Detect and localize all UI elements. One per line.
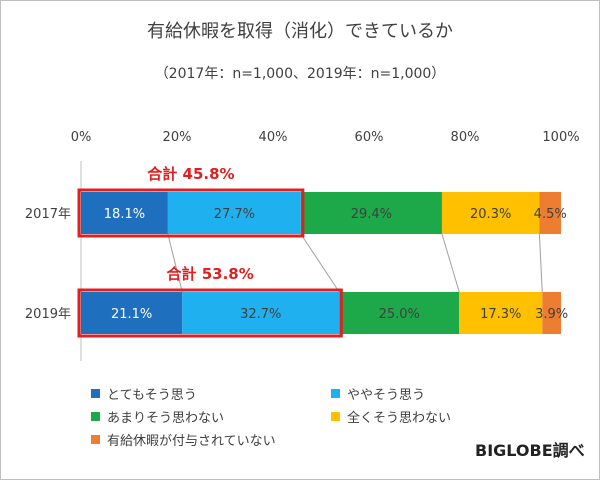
chart-subtitle: （2017年：n=1,000、2019年：n=1,000）: [154, 66, 446, 82]
data-label: 17.3%: [480, 307, 521, 322]
legend-label: ややそう思う: [347, 388, 426, 403]
bar-segment: [300, 192, 442, 234]
legend-item: あまりそう思わない: [91, 407, 224, 426]
series-connector-line: [300, 233, 340, 293]
legend-swatch: [331, 389, 340, 398]
x-tick-label: 80%: [451, 130, 480, 145]
legend-swatch: [91, 435, 100, 444]
legend-label: あまりそう思わない: [107, 411, 225, 426]
data-label: 3.9%: [535, 307, 568, 322]
x-tick-label: 60%: [355, 130, 384, 145]
bar-segment: [167, 192, 301, 234]
total-annotation: 合計 53.8%: [165, 265, 253, 283]
data-label: 25.0%: [379, 307, 420, 322]
series-connector-line: [538, 233, 543, 293]
chart-title: 有給休暇を取得（消化）できているか: [147, 21, 453, 42]
series-connector-line: [167, 233, 183, 293]
legend-label: とてもそう思う: [107, 388, 197, 403]
total-annotation: 合計 45.8%: [146, 165, 234, 183]
bar-segment: [539, 192, 561, 234]
legend-item: 全くそう思わない: [331, 407, 451, 426]
data-label: 4.5%: [534, 207, 567, 222]
legend-item: とてもそう思う: [91, 384, 197, 403]
bar-segment: [459, 292, 543, 334]
bar-segment: [182, 292, 340, 334]
bar-segment: [441, 192, 540, 234]
bar-segment: [339, 292, 460, 334]
bar-segment: [81, 192, 168, 234]
legend-label: 有給休暇が付与されていない: [107, 434, 276, 449]
brand-label: BIGLOBE調べ: [475, 441, 585, 460]
data-label: 20.3%: [470, 207, 511, 222]
data-label: 29.4%: [351, 207, 392, 222]
data-label: 27.7%: [214, 207, 255, 222]
x-tick-label: 100%: [542, 130, 579, 145]
category-label: 2019年: [25, 307, 71, 322]
highlight-box: [77, 288, 343, 338]
highlight-box: [77, 188, 305, 238]
x-tick-label: 40%: [259, 130, 288, 145]
category-label: 2017年: [25, 207, 71, 222]
bar-segment: [81, 292, 183, 334]
legend-swatch: [91, 412, 100, 421]
data-label: 18.1%: [104, 207, 145, 222]
x-tick-label: 0%: [71, 130, 92, 145]
data-label: 32.7%: [240, 307, 281, 322]
legend-swatch: [91, 389, 100, 398]
x-tick-label: 20%: [163, 130, 192, 145]
legend-label: 全くそう思わない: [347, 411, 452, 426]
legend-item: 有給休暇が付与されていない: [91, 430, 276, 449]
legend-item: ややそう思う: [331, 384, 425, 403]
legend-swatch: [331, 412, 340, 421]
series-connector-line: [441, 233, 460, 293]
bar-segment: [542, 292, 561, 334]
data-label: 21.1%: [111, 307, 152, 322]
